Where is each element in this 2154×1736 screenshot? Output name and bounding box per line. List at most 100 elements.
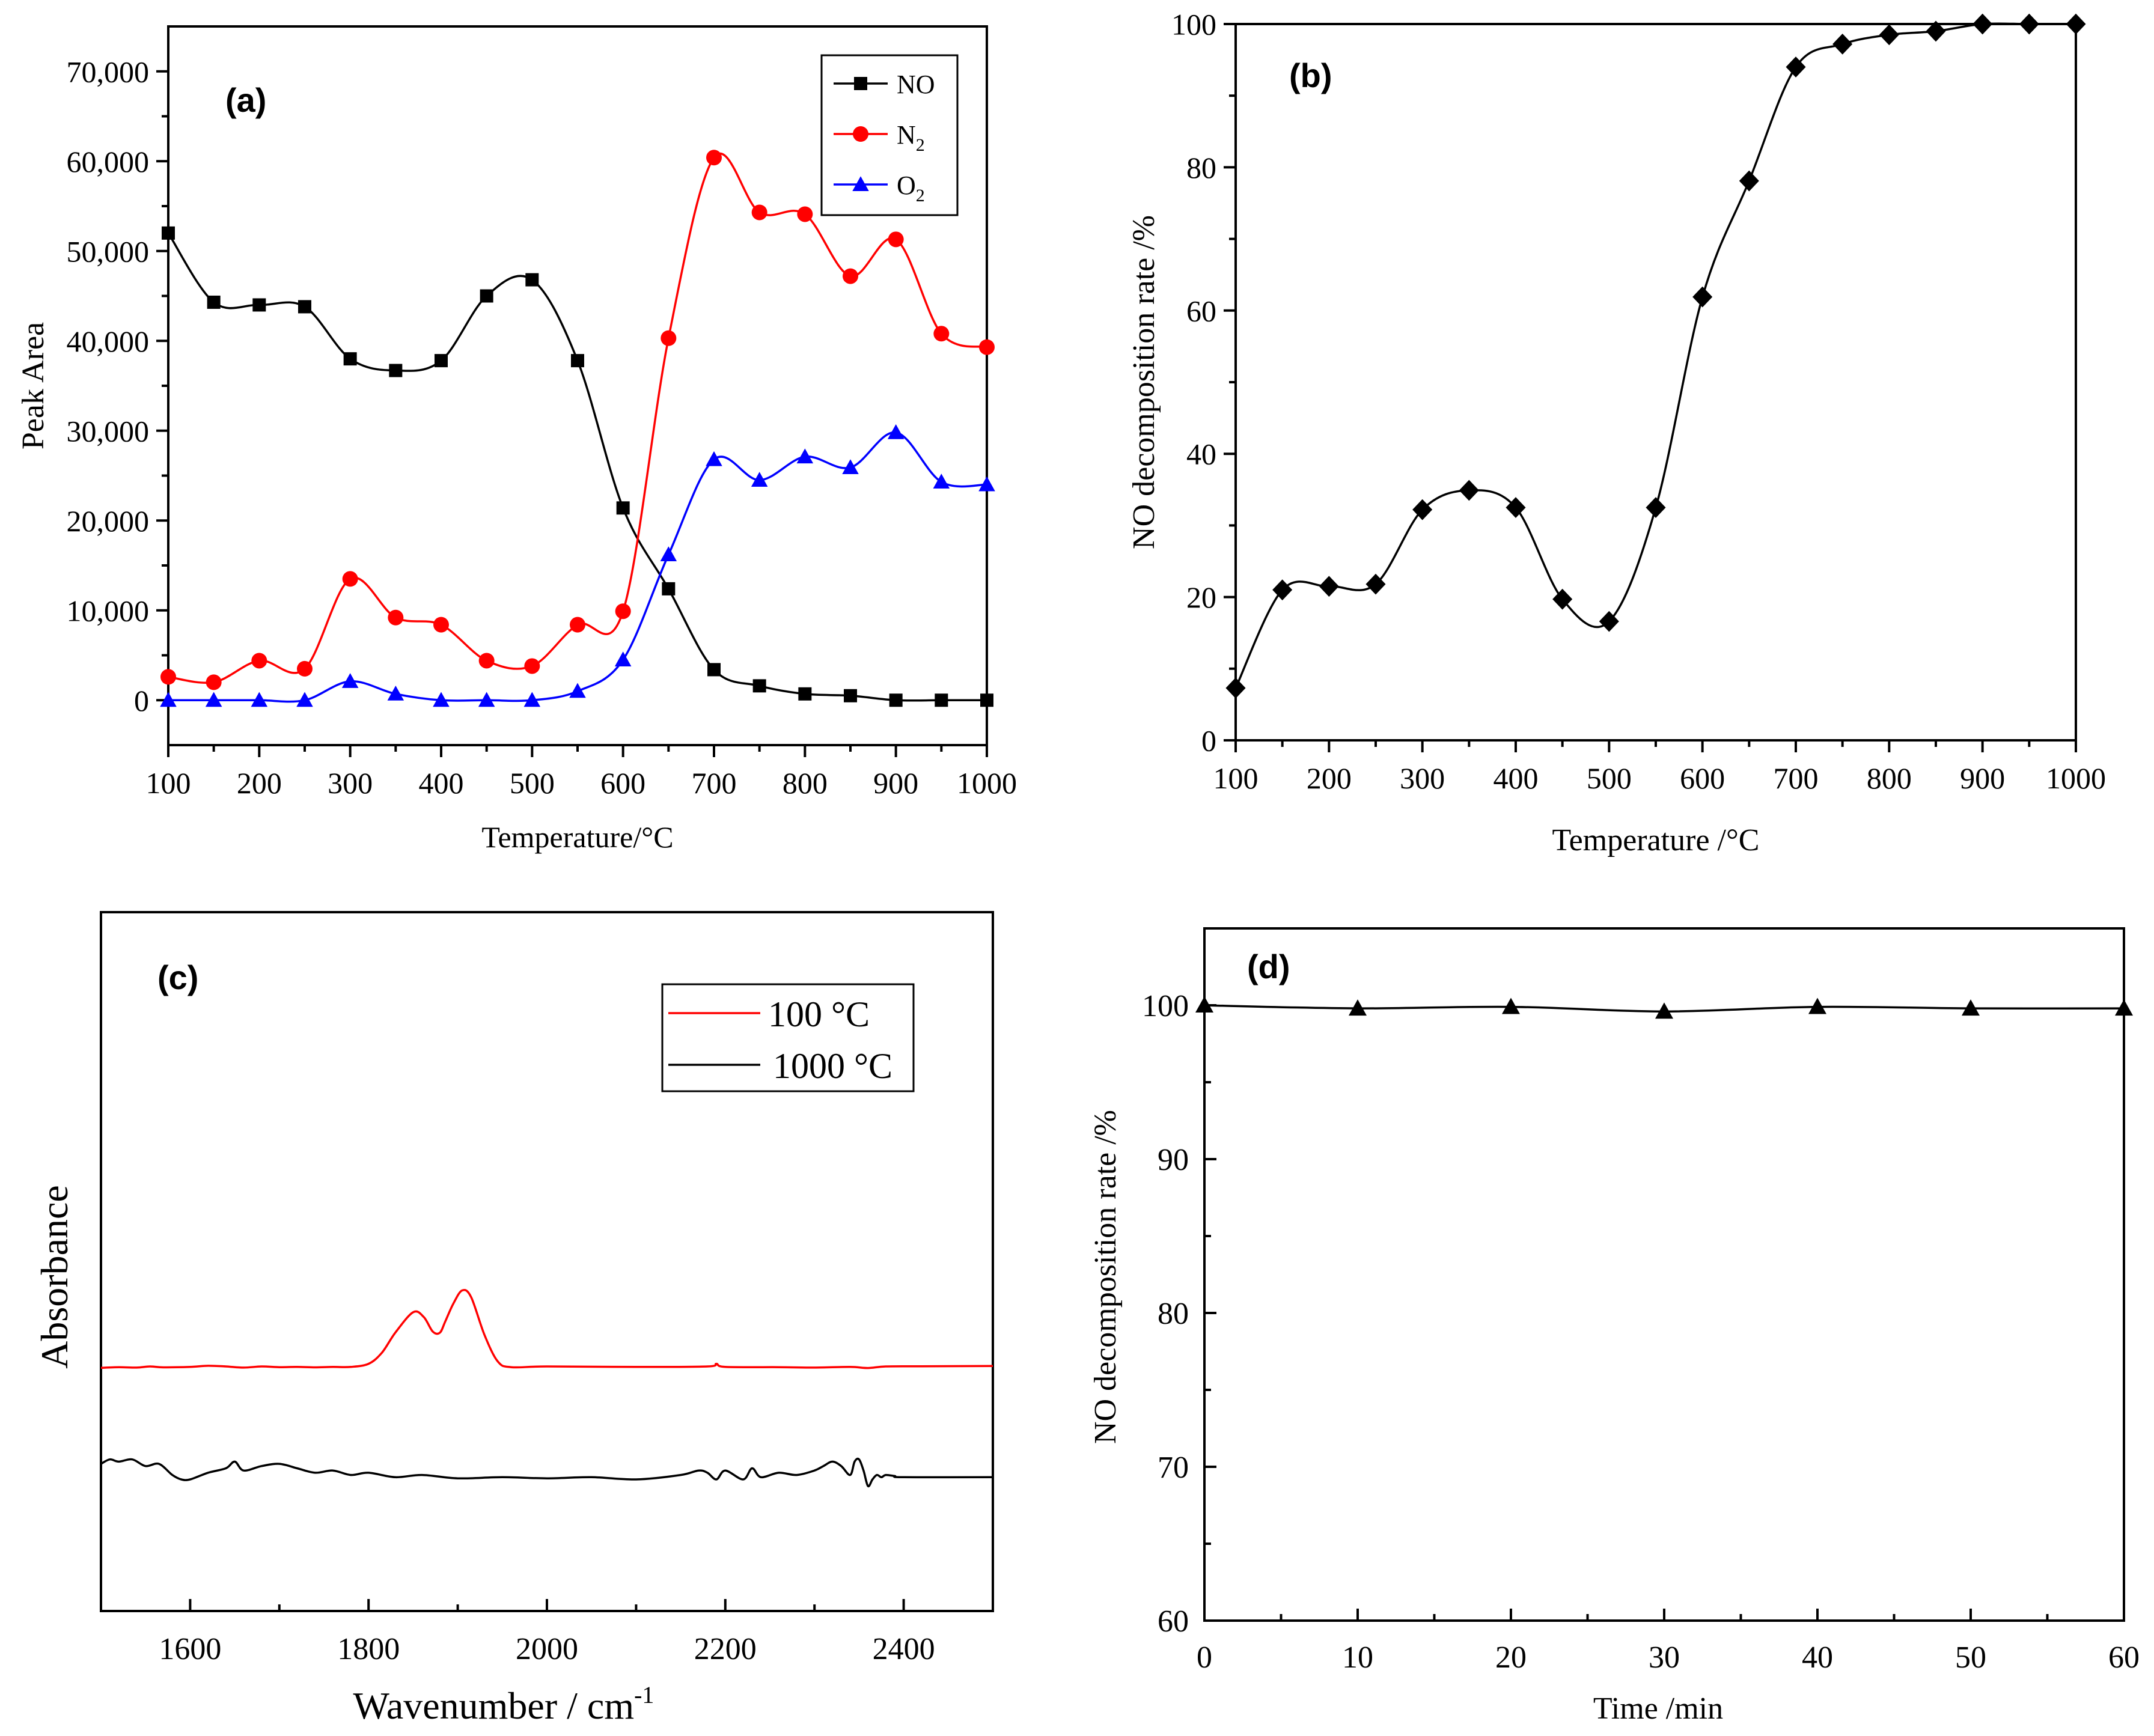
- x-tick-label-a: 100: [146, 766, 191, 800]
- x-tick-label-b: 500: [1587, 761, 1632, 795]
- x-tick-label-b: 200: [1307, 761, 1352, 795]
- data-point-NO: [435, 354, 448, 368]
- data-point-b: [1692, 286, 1713, 308]
- legend-marker-O2: [852, 176, 869, 191]
- data-point-N2: [751, 204, 767, 221]
- y-tick-label-d: 60: [1158, 1604, 1189, 1639]
- x-tick-label-b: 300: [1400, 761, 1445, 795]
- y-tick-label-b: 100: [1171, 8, 1216, 41]
- series-NO-a: [162, 226, 993, 707]
- data-point-N2: [433, 617, 449, 633]
- data-point-O2: [614, 651, 632, 666]
- legend-c: 100 °C 1000 °C: [661, 983, 915, 1092]
- data-point-b: [1739, 170, 1759, 192]
- data-point-N2: [843, 268, 858, 284]
- series-line-O2: [168, 431, 987, 703]
- data-point-b: [1786, 56, 1806, 78]
- y-tick-label-b: 40: [1186, 437, 1216, 471]
- data-point-O2: [978, 476, 995, 492]
- data-point-b: [1365, 573, 1386, 595]
- data-point-N2: [979, 339, 995, 355]
- data-point-O2: [205, 692, 222, 707]
- data-point-NO: [616, 501, 630, 515]
- x-tick-label-d: 60: [2108, 1640, 2140, 1675]
- y-tick-label-d: 100: [1142, 989, 1189, 1023]
- panel-label-d: (d): [1247, 948, 1290, 985]
- data-point-O2: [842, 459, 859, 475]
- data-point-O2: [523, 692, 541, 707]
- data-point-N2: [706, 150, 722, 166]
- data-point-N2: [797, 206, 813, 222]
- x-tick-label-d: 10: [1342, 1640, 1373, 1675]
- data-point-d: [1655, 1002, 1673, 1019]
- data-point-b: [1926, 20, 1946, 42]
- x-tick-label-c: 1600: [159, 1632, 221, 1666]
- data-point-O2: [706, 451, 722, 466]
- data-point-O2: [933, 474, 950, 489]
- x-tick-label-a: 600: [600, 766, 645, 800]
- y-axis-label-a: Peak Area: [16, 322, 50, 449]
- data-point-N2: [388, 609, 404, 626]
- chart-panel-d: 0 10 20 30 40 50 60 60 70 80 90 100 Time /min NO deco…: [1088, 927, 2140, 1726]
- data-point-b: [1832, 33, 1853, 55]
- data-point-N2: [478, 653, 495, 669]
- x-tick-label-a: 300: [328, 766, 373, 800]
- data-point-NO: [162, 226, 175, 240]
- data-point-N2: [160, 669, 176, 685]
- data-point-d: [1962, 999, 1980, 1016]
- y-tick-label-b: 80: [1186, 151, 1216, 184]
- data-point-O2: [569, 683, 586, 698]
- plot-frame-d: [1203, 927, 2125, 1622]
- data-point-d: [2115, 999, 2133, 1016]
- data-point-N2: [297, 660, 313, 677]
- data-point-b: [2019, 13, 2039, 35]
- data-point-b: [1552, 588, 1573, 610]
- data-point-N2: [570, 617, 585, 633]
- data-point-N2: [615, 603, 631, 620]
- data-point-O2: [387, 686, 404, 701]
- data-point-NO: [935, 693, 948, 707]
- y-tick-label-b: 60: [1186, 294, 1216, 327]
- data-point-NO: [343, 352, 357, 366]
- data-point-NO: [980, 693, 993, 707]
- y-tick-label-a: 70,000: [67, 55, 150, 88]
- series-O2-a: [160, 424, 995, 707]
- data-point-N2: [206, 674, 222, 690]
- x-tick-label-b: 700: [1774, 761, 1819, 795]
- x-tick-label-b: 1000: [2046, 761, 2106, 795]
- data-point-N2: [251, 653, 267, 669]
- x-tick-label-c: 1800: [337, 1632, 400, 1666]
- legend-marker-N2: [853, 126, 868, 142]
- data-point-N2: [342, 571, 358, 587]
- data-point-NO: [889, 693, 903, 707]
- plot-frame-b: [1234, 23, 2077, 742]
- data-point-b: [1225, 677, 1246, 699]
- data-point-b: [1646, 497, 1666, 518]
- x-tick-label-c: 2400: [873, 1632, 935, 1666]
- chart-panel-c: 1600 1800 2000 2200 2400 Wavenumber / cm-1 Abs…: [33, 911, 994, 1727]
- data-point-N2: [524, 658, 540, 674]
- data-point-d: [1195, 996, 1213, 1013]
- y-tick-label-a: 10,000: [67, 594, 150, 627]
- y-tick-label-d: 90: [1158, 1143, 1189, 1177]
- fit-curve-b: [1234, 22, 2076, 689]
- data-point-O2: [660, 546, 677, 562]
- data-point-b: [1459, 480, 1479, 501]
- y-tick-label-a: 60,000: [67, 145, 150, 178]
- data-point-N2: [661, 330, 677, 346]
- data-point-O2: [160, 692, 177, 707]
- data-point-NO: [844, 689, 857, 702]
- data-point-d: [1502, 997, 1520, 1014]
- x-tick-label-c: 2200: [694, 1632, 757, 1666]
- x-tick-label-b: 100: [1213, 761, 1259, 795]
- data-point-NO: [298, 300, 311, 314]
- chart-panel-b: 100 200 300 400 500 600 700 800 900 1000 0 20 40 60 80…: [1127, 8, 2106, 858]
- x-tick-label-d: 40: [1802, 1640, 1833, 1675]
- x-tick-label-a: 700: [692, 766, 737, 800]
- data-point-NO: [571, 354, 584, 368]
- x-axis-label-b: Temperature /°C: [1552, 823, 1760, 857]
- y-tick-label-a: 30,000: [67, 414, 150, 448]
- data-point-b: [2066, 13, 2086, 35]
